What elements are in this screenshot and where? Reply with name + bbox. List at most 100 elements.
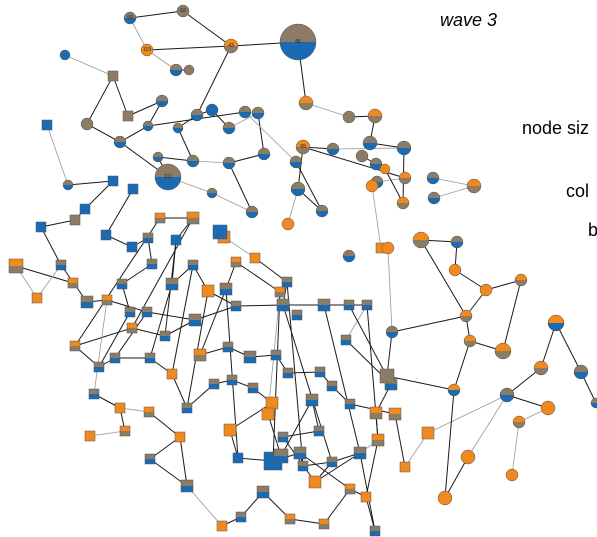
- node-n52: [127, 183, 139, 195]
- edge: [386, 375, 455, 391]
- node-n78: [230, 300, 242, 312]
- node-n66: [187, 259, 199, 271]
- node-n48: [466, 178, 482, 194]
- node-n79: [276, 298, 290, 312]
- node-n47: [342, 249, 356, 263]
- node-n107: [369, 406, 383, 420]
- node-n117: [144, 453, 156, 465]
- node-n39: [379, 163, 391, 175]
- node-n4: [169, 63, 183, 77]
- node-n108: [388, 407, 402, 421]
- node-n60: [126, 241, 138, 253]
- node-n103: [305, 393, 319, 407]
- node-n21: [152, 151, 164, 163]
- node-n20: [251, 106, 265, 120]
- edge: [229, 402, 273, 431]
- node-n85: [159, 330, 171, 342]
- node-n81: [317, 298, 331, 312]
- node-n96: [282, 367, 294, 379]
- node-n127: [344, 483, 356, 495]
- node-n17: [205, 103, 219, 117]
- node-n80: [291, 309, 303, 321]
- edge: [314, 452, 361, 483]
- node-n55: [69, 214, 81, 226]
- node-n90: [93, 361, 105, 373]
- node-n151: [463, 334, 477, 348]
- edge: [146, 311, 196, 321]
- node-n73: [67, 277, 79, 289]
- edge: [106, 299, 148, 313]
- node-n167: [273, 448, 289, 464]
- node-n111: [143, 406, 155, 418]
- node-n142: [274, 286, 286, 298]
- node-n132: [216, 520, 228, 532]
- node-n44: [281, 217, 295, 231]
- node-n164: [426, 171, 440, 185]
- node-n126: [371, 433, 385, 447]
- edge: [15, 265, 74, 284]
- edge: [427, 394, 508, 434]
- node-50: 50: [123, 11, 137, 25]
- node-n69: [116, 278, 128, 290]
- node-label: 119: [143, 47, 151, 53]
- node-n101: [181, 402, 193, 414]
- node-n120: [293, 446, 307, 460]
- node-n29: [298, 95, 314, 111]
- node-n65: [201, 284, 215, 298]
- node-n63: [55, 259, 67, 271]
- edge: [36, 264, 62, 299]
- edge: [98, 311, 131, 368]
- edge: [394, 413, 406, 468]
- node-n28: [289, 155, 303, 169]
- edge: [146, 45, 232, 51]
- edge: [384, 168, 404, 204]
- node-n125: [353, 446, 367, 460]
- node-n136: [360, 491, 372, 503]
- node-n121: [313, 425, 325, 437]
- node-n5: [183, 64, 195, 76]
- legend-line-3: b: [588, 220, 597, 240]
- node-label: 62: [180, 8, 186, 14]
- node-n57: [154, 212, 166, 224]
- node-n72: [31, 292, 43, 304]
- node-n165: [381, 241, 395, 255]
- node-n49: [427, 191, 441, 205]
- node-n124: [326, 456, 338, 468]
- node-n50: [62, 179, 74, 191]
- legend-line-2: col: [566, 181, 590, 201]
- node-119: 119: [140, 43, 154, 57]
- node-n162: [437, 490, 453, 506]
- node-99: 99: [295, 139, 311, 155]
- edge: [194, 305, 237, 321]
- node-n89: [144, 352, 156, 364]
- node-n70: [80, 295, 94, 309]
- node-n14: [142, 120, 154, 132]
- node-n61: [142, 232, 154, 244]
- edge: [299, 452, 351, 490]
- node-n131: [235, 511, 247, 523]
- node-n118: [232, 452, 244, 464]
- edge: [365, 439, 379, 498]
- node-n148: [514, 273, 528, 287]
- edge: [228, 162, 253, 213]
- node-n95: [270, 349, 282, 361]
- node-n109: [88, 388, 100, 400]
- node-n16: [190, 108, 204, 122]
- node-n102: [265, 396, 279, 410]
- edge: [254, 257, 288, 283]
- node-n2: [59, 49, 71, 61]
- node-n41: [396, 196, 410, 210]
- node-62: 62: [176, 4, 190, 18]
- edge: [235, 261, 281, 293]
- node-n123: [297, 460, 309, 472]
- node-n56: [100, 229, 112, 241]
- node-n82: [343, 299, 355, 311]
- edge: [86, 75, 114, 125]
- edge: [371, 185, 383, 249]
- edge: [295, 161, 323, 212]
- node-n146: [448, 263, 462, 277]
- edge: [131, 327, 166, 337]
- node-n152: [494, 342, 512, 360]
- edge: [89, 430, 126, 438]
- node-n54: [35, 221, 47, 233]
